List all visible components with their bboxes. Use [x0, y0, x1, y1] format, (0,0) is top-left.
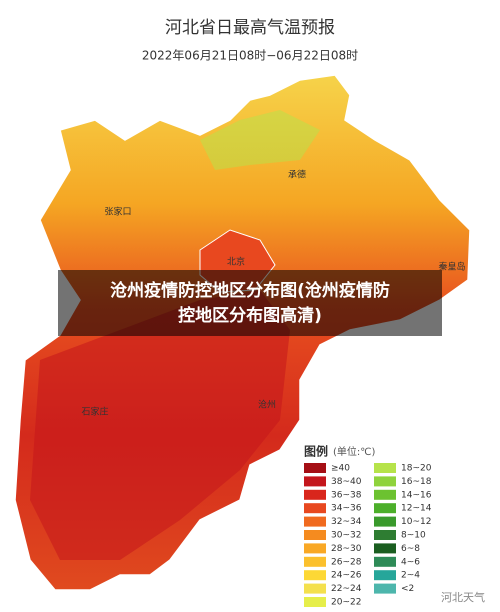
- title: 河北省日最高气温预报: [165, 18, 335, 38]
- legend-label: 18~20: [401, 464, 432, 474]
- legend-label: <2: [401, 584, 414, 594]
- legend-label: 34~36: [331, 504, 362, 514]
- place-label: 承德: [288, 169, 306, 181]
- legend-label: 10~12: [401, 517, 431, 527]
- legend-swatch: [374, 463, 396, 473]
- legend-label: 22~24: [331, 584, 362, 594]
- legend-label: 38~40: [331, 477, 362, 487]
- legend-label: 30~32: [331, 531, 361, 541]
- legend-label: ≥40: [331, 464, 350, 474]
- place-label: 张家口: [104, 206, 131, 218]
- map-zone: [30, 290, 290, 560]
- legend-swatch: [304, 597, 326, 607]
- legend-swatch: [304, 489, 326, 500]
- legend-label: 12~14: [401, 504, 432, 514]
- subtitle: 2022年06月21日08时−06月22日08时: [142, 49, 358, 63]
- legend-swatch: [374, 570, 396, 581]
- caption-line: 控地区分布图高清): [178, 305, 322, 326]
- legend-unit: (单位:℃): [333, 445, 376, 458]
- legend-swatch: [304, 543, 326, 554]
- legend-swatch: [304, 570, 326, 581]
- legend-label: 2~4: [401, 571, 420, 581]
- caption-band: [58, 270, 442, 336]
- legend-swatch: [374, 530, 396, 540]
- place-label: 北京: [227, 256, 245, 268]
- legend-swatch: [304, 530, 326, 540]
- legend-label: 8~10: [401, 531, 426, 541]
- legend-swatch: [304, 463, 326, 473]
- legend-swatch: [304, 583, 326, 594]
- caption-line: 沧州疫情防控地区分布图(沧州疫情防: [110, 280, 390, 301]
- legend-swatch: [304, 476, 326, 487]
- legend-label: 4~6: [401, 557, 420, 567]
- legend-label: 20~22: [331, 598, 361, 608]
- legend-title: 图例: [304, 444, 328, 459]
- place-label: 石家庄: [81, 406, 108, 418]
- legend-label: 28~30: [331, 544, 362, 554]
- legend-swatch: [304, 556, 326, 567]
- legend-label: 16~18: [401, 477, 432, 487]
- legend-swatch: [374, 489, 396, 500]
- legend-label: 32~34: [331, 517, 362, 527]
- legend-swatch: [374, 516, 396, 527]
- place-label: 秦皇岛: [438, 261, 465, 273]
- watermark: 河北天气: [441, 590, 485, 604]
- legend-label: 26~28: [331, 557, 362, 567]
- legend-label: 24~26: [331, 571, 362, 581]
- legend-swatch: [304, 516, 326, 527]
- legend-label: 6~8: [401, 544, 420, 554]
- legend-swatch: [374, 503, 396, 514]
- place-label: 沧州: [258, 399, 276, 411]
- map-zone: [200, 110, 320, 170]
- legend-swatch: [374, 556, 396, 567]
- legend-label: 36~38: [331, 490, 362, 500]
- legend-swatch: [374, 476, 396, 487]
- legend-label: 14~16: [401, 490, 432, 500]
- legend-swatch: [374, 543, 396, 554]
- legend-swatch: [374, 583, 396, 594]
- legend-swatch: [304, 503, 326, 514]
